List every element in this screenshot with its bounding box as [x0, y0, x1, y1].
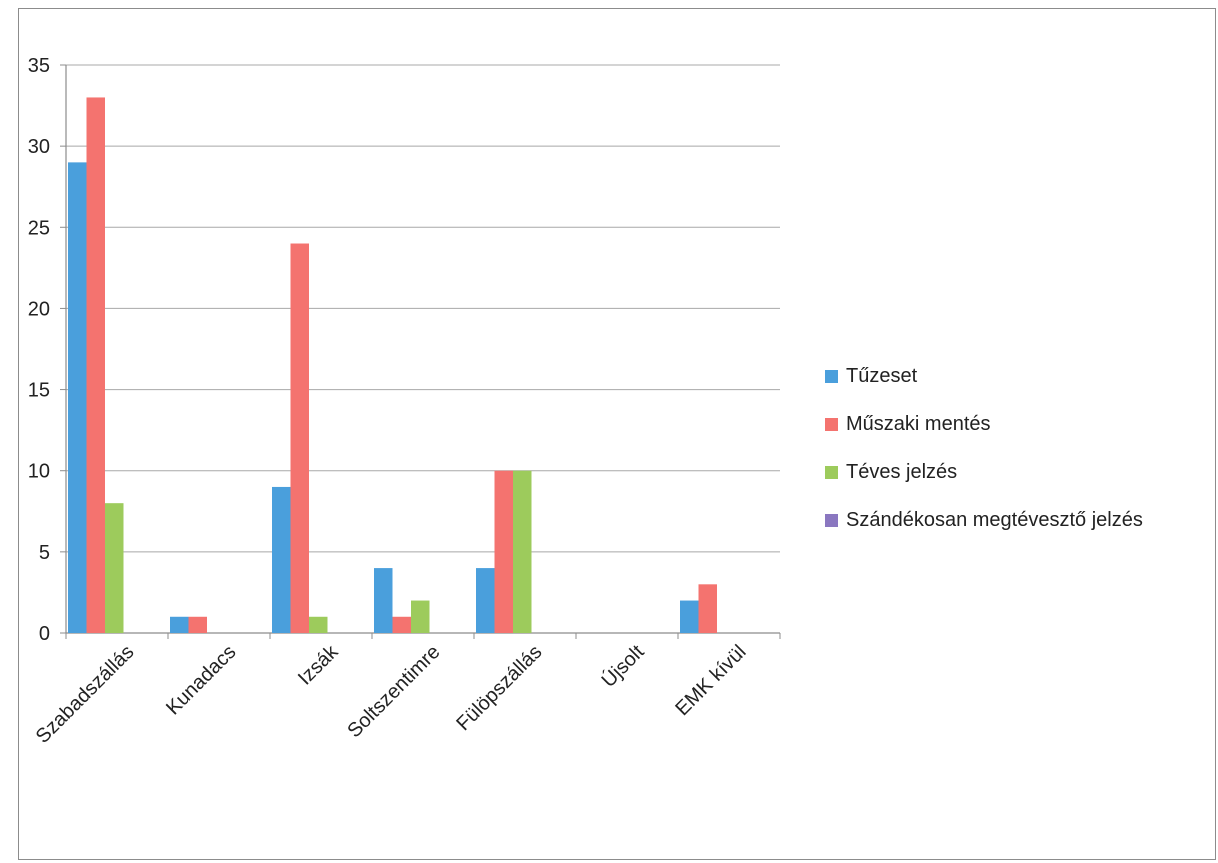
bar	[188, 616, 207, 633]
legend-item: Tűzeset	[825, 352, 1143, 400]
legend-item: Szándékosan megtévesztő jelzés	[825, 496, 1143, 544]
x-tick-label: Soltszentimre	[343, 641, 444, 742]
bar	[290, 243, 309, 633]
bar	[476, 568, 495, 633]
y-tick-label: 30	[28, 136, 50, 158]
bar	[513, 470, 532, 633]
bar	[272, 486, 291, 633]
legend-label: Szándékosan megtévesztő jelzés	[846, 508, 1143, 531]
y-tick-label: 0	[39, 623, 50, 645]
legend-item: Téves jelzés	[825, 448, 1143, 496]
y-tick-label: 20	[28, 298, 50, 320]
bar	[698, 584, 717, 633]
bar	[392, 616, 411, 633]
x-tick-label: EMK kívül	[671, 641, 750, 720]
tick-labels: 0 5 10 15 20 25 30 35 Szabadszállás Kunadacs Izsák…	[28, 55, 751, 748]
x-tick-label: Kunadacs	[162, 641, 240, 719]
x-tick-label: Újsolt	[597, 640, 649, 692]
y-tick-label: 5	[39, 542, 50, 564]
bar	[105, 503, 124, 633]
axes	[60, 64, 781, 639]
x-tick-label: Izsák	[294, 640, 343, 689]
bar	[680, 600, 699, 633]
bar	[374, 568, 393, 633]
x-tick-label: Szabadszállás	[32, 641, 139, 748]
legend: Tűzeset Műszaki mentés Téves jelzés Szándék…	[825, 352, 1143, 544]
y-tick-label: 15	[28, 380, 50, 402]
legend-label: Téves jelzés	[846, 460, 958, 483]
x-tick-label: Fülöpszállás	[452, 641, 546, 735]
legend-item: Műszaki mentés	[825, 400, 1143, 448]
legend-swatch	[825, 417, 838, 431]
y-tick-label: 10	[28, 461, 50, 483]
bar	[170, 616, 189, 633]
legend-label: Tűzeset	[846, 364, 918, 387]
gridlines	[66, 64, 780, 553]
legend-swatch	[825, 513, 838, 527]
bar	[68, 162, 87, 633]
bar	[86, 97, 105, 633]
bar	[309, 616, 328, 633]
bars	[68, 97, 717, 633]
bar	[494, 470, 513, 633]
chart-frame	[18, 8, 1216, 860]
y-tick-label: 25	[28, 217, 50, 239]
legend-label: Műszaki mentés	[846, 412, 991, 435]
legend-swatch	[825, 369, 838, 383]
legend-swatch	[825, 465, 838, 479]
y-tick-label: 35	[28, 55, 50, 77]
bar	[411, 600, 430, 633]
